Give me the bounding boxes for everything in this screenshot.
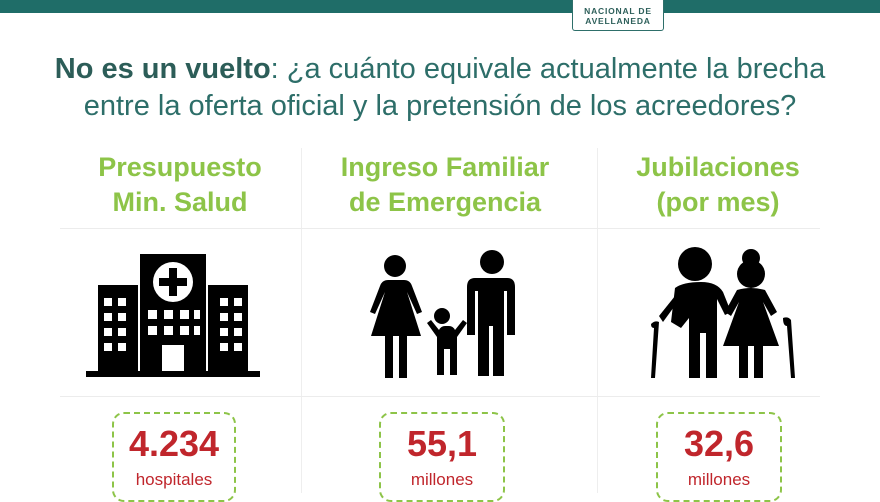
headline-line-2: entre la oferta oficial y la pretensión …: [83, 90, 797, 122]
row-divider: [60, 228, 820, 229]
value-card-jubilaciones: 32,6 millones: [656, 412, 782, 502]
university-logo: NACIONAL DE AVELLANEDA: [572, 0, 664, 31]
column-title-salud: Presupuesto Min. Salud: [50, 150, 310, 220]
headline-bold: No es un vuelto: [54, 53, 271, 85]
title-line: Ingreso Familiar: [340, 152, 550, 182]
value-unit: hospitales: [135, 470, 213, 489]
value-unit: millones: [687, 470, 751, 489]
value-unit: millones: [410, 470, 474, 489]
value-number: 4.234: [128, 423, 220, 464]
title-line: de Emergencia: [348, 187, 542, 217]
column-divider: [597, 148, 598, 493]
headline-rest: : ¿a cuánto equivale actualmente la brec…: [270, 53, 826, 85]
value-card-salud: 4.234 hospitales: [112, 412, 236, 502]
title-line: (por mes): [656, 187, 780, 217]
title-line: Min. Salud: [112, 187, 248, 217]
row-divider: [60, 396, 820, 397]
logo-line-1: NACIONAL DE: [584, 6, 652, 16]
top-bar: [0, 0, 880, 13]
family-icon: [370, 250, 515, 378]
column-divider: [301, 148, 302, 493]
value-number: 55,1: [406, 423, 478, 464]
headline-line-1: No es un vuelto: ¿a cuánto equivale actu…: [0, 50, 880, 88]
logo-line-2: AVELLANEDA: [585, 16, 651, 26]
hospital-icon: [86, 254, 260, 377]
title-line: Jubilaciones: [636, 152, 800, 182]
value-number: 32,6: [683, 423, 755, 464]
title-line: Presupuesto: [98, 152, 262, 182]
elderly-couple-icon: [651, 247, 795, 378]
column-title-jubilaciones: Jubilaciones (por mes): [588, 150, 848, 220]
column-title-ife: Ingreso Familiar de Emergencia: [315, 150, 575, 220]
value-card-ife: 55,1 millones: [379, 412, 505, 502]
